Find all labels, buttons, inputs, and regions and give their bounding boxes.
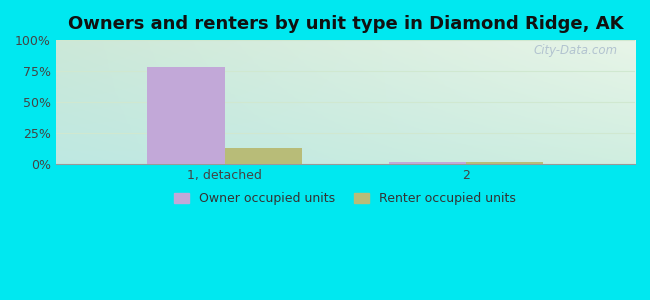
Legend: Owner occupied units, Renter occupied units: Owner occupied units, Renter occupied un… (170, 187, 521, 210)
Bar (225, 148, 302, 164)
Title: Owners and renters by unit type in Diamond Ridge, AK: Owners and renters by unit type in Diamo… (68, 15, 623, 33)
Bar (148, 68, 225, 164)
Bar (466, 162, 543, 164)
Bar (389, 162, 466, 164)
Text: City-Data.com: City-Data.com (534, 44, 618, 57)
